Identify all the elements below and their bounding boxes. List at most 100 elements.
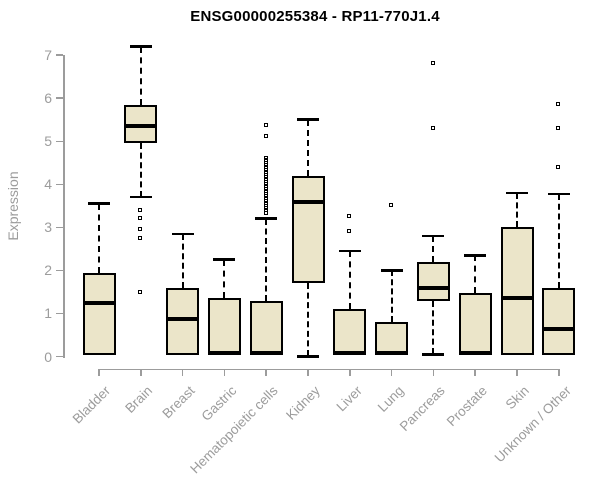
whisker-cap-upper: [88, 202, 110, 205]
outlier-point: [138, 290, 143, 295]
box: [500, 227, 534, 356]
x-tick-label: Bladder: [70, 383, 114, 427]
whisker-cap-lower: [422, 353, 445, 356]
whisker-cap-upper: [422, 234, 445, 238]
outlier-point: [556, 164, 561, 169]
median-line: [333, 351, 367, 356]
y-axis-tick: [56, 54, 63, 56]
outlier-point: [138, 235, 143, 240]
x-axis-tick: [558, 370, 560, 376]
x-axis-tick: [181, 370, 184, 376]
x-axis-tick: [140, 370, 142, 376]
whisker-cap-upper: [464, 254, 487, 257]
outlier-point: [430, 61, 435, 66]
x-axis-tick: [390, 370, 393, 376]
whisker-cap-upper: [506, 191, 528, 195]
x-axis-tick: [474, 370, 476, 376]
y-axis-tick: [56, 97, 63, 99]
y-tick-label: 4: [44, 176, 52, 193]
outlier-point: [138, 216, 143, 221]
x-axis-tick: [98, 370, 100, 376]
x-tick-label: Prostate: [443, 383, 490, 430]
x-tick-label: Brain: [122, 383, 156, 416]
whisker-line-lower: [139, 143, 142, 198]
x-tick-label: Kidney: [282, 383, 323, 423]
y-tick-label: 1: [44, 305, 52, 322]
y-tick-label: 0: [44, 348, 52, 365]
outlier-point: [430, 125, 435, 130]
box: [207, 298, 241, 356]
x-tick-label: Gastric: [198, 383, 240, 424]
whisker-line-lower: [432, 300, 435, 355]
y-axis-tick: [56, 312, 63, 315]
y-axis-tick: [56, 269, 63, 272]
y-tick-label: 5: [44, 133, 52, 150]
y-tick-label: 6: [44, 90, 52, 107]
whisker-line-upper: [432, 235, 435, 262]
median-line: [416, 285, 450, 290]
x-tick-label: Lung: [374, 383, 407, 415]
median-line: [542, 327, 576, 332]
outlier-point: [263, 123, 268, 128]
x-tick-label: Unknown / Other: [491, 383, 574, 466]
whisker-cap-lower: [129, 195, 152, 199]
whisker-cap-upper: [338, 249, 361, 253]
box: [458, 293, 492, 356]
x-tick-label: Breast: [159, 383, 198, 422]
outlier-point: [347, 214, 352, 219]
whisker-cap-upper: [171, 232, 194, 236]
median-line: [124, 124, 158, 129]
outlier-point: [263, 134, 268, 139]
x-axis-tick: [516, 370, 518, 376]
whisker-cap-upper: [547, 192, 570, 196]
median-line: [458, 351, 492, 356]
whisker-line-upper: [557, 194, 560, 289]
whisker-line-upper: [223, 259, 226, 299]
y-tick-label: 3: [44, 219, 52, 236]
box: [82, 272, 116, 356]
outlier-point: [556, 102, 561, 107]
median-line: [166, 316, 200, 321]
median-line: [82, 300, 116, 305]
median-line: [207, 351, 241, 356]
whisker-line-upper: [139, 46, 142, 105]
x-axis-tick: [349, 370, 351, 376]
box: [249, 300, 283, 356]
x-axis-line: [98, 368, 560, 370]
whisker-line-upper: [307, 119, 309, 176]
whisker-line-upper: [516, 192, 518, 228]
median-line: [375, 351, 409, 356]
whisker-cap-upper: [297, 118, 319, 121]
box: [542, 288, 576, 356]
whisker-line-upper: [181, 233, 184, 288]
outlier-point: [138, 227, 143, 231]
outlier-point: [347, 229, 352, 234]
x-tick-label: Skin: [502, 383, 532, 413]
median-line: [291, 199, 325, 204]
y-axis-tick: [56, 140, 63, 142]
y-axis-tick: [56, 183, 63, 186]
box: [166, 287, 200, 356]
outlier-point: [389, 203, 394, 208]
whisker-line-upper: [474, 255, 477, 294]
box: [375, 322, 409, 356]
box: [333, 309, 367, 356]
y-axis-tick: [56, 226, 63, 229]
box: [416, 261, 450, 301]
whisker-cap-lower: [297, 355, 319, 358]
whisker-line-upper: [390, 270, 393, 323]
outlier-point: [138, 207, 143, 212]
y-tick-label: 2: [44, 262, 52, 279]
x-axis-tick: [223, 370, 226, 376]
y-axis-line: [63, 55, 65, 358]
whisker-line-upper: [348, 251, 351, 310]
x-axis-tick: [265, 370, 267, 376]
whisker-cap-upper: [213, 258, 236, 261]
whisker-cap-upper: [129, 45, 152, 48]
outlier-point: [556, 125, 561, 130]
box: [291, 175, 325, 284]
median-line: [500, 296, 534, 301]
box: [124, 104, 158, 144]
